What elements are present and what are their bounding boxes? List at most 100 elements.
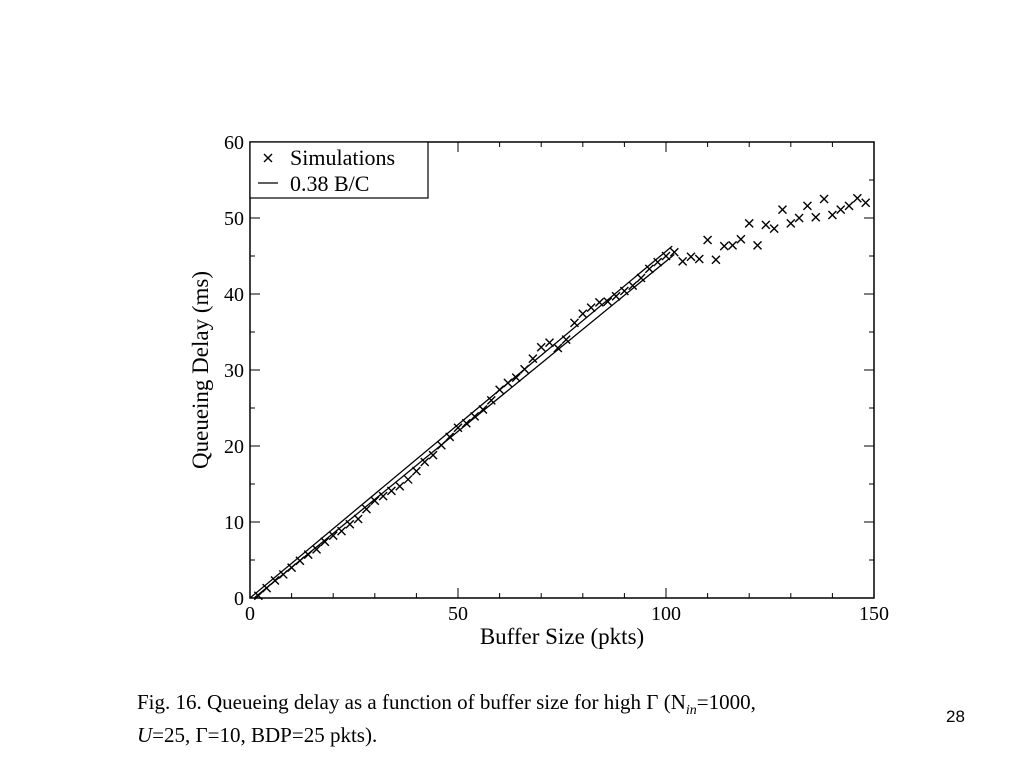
simulation-point	[678, 256, 688, 266]
x-tick-label: 100	[651, 603, 681, 625]
simulation-point	[253, 591, 263, 601]
simulation-point	[328, 531, 338, 541]
simulation-point	[287, 563, 297, 573]
x-tick-label: 0	[245, 603, 255, 625]
simulation-point	[453, 423, 463, 433]
simulation-point	[561, 335, 571, 345]
y-tick-label: 60	[224, 132, 244, 154]
simulation-point	[769, 224, 779, 234]
simulation-point	[586, 303, 596, 313]
y-tick-label: 20	[224, 436, 244, 458]
simulation-point	[278, 569, 288, 579]
simulation-point	[445, 432, 455, 442]
y-axis-label: Queueing Delay (ms)	[188, 271, 213, 469]
simulation-point	[553, 343, 563, 353]
simulation-point	[844, 201, 854, 211]
simulation-point	[802, 201, 812, 211]
legend-marker-x	[263, 153, 273, 163]
simulation-point	[428, 450, 438, 460]
simulation-point	[719, 241, 729, 251]
simulation-point	[503, 378, 513, 388]
simulation-point	[395, 481, 405, 491]
simulation-point	[761, 220, 771, 230]
simulation-point	[744, 218, 754, 228]
simulation-point	[420, 457, 430, 467]
simulation-point	[478, 405, 488, 415]
simulation-point	[361, 504, 371, 514]
simulation-point	[370, 496, 380, 506]
simulation-point	[320, 537, 330, 547]
simulation-point	[694, 254, 704, 264]
x-tick-label: 150	[859, 603, 889, 625]
simulation-point	[811, 212, 821, 222]
simulation-point	[520, 364, 530, 374]
y-tick-label: 30	[224, 360, 244, 382]
y-tick-label: 40	[224, 284, 244, 306]
y-tick-label: 0	[234, 588, 244, 610]
simulation-point	[345, 519, 355, 529]
simulation-point	[827, 210, 837, 220]
caption-line-1: Fig. 16. Queueing delay as a function of…	[137, 690, 957, 723]
simulation-point	[653, 257, 663, 267]
simulation-point	[303, 550, 313, 560]
simulation-point	[403, 474, 413, 484]
simulation-point	[436, 440, 446, 450]
simulation-point	[636, 273, 646, 283]
x-tick-label: 50	[448, 603, 468, 625]
simulation-point	[711, 255, 721, 265]
simulation-point	[528, 354, 538, 364]
simulation-point	[728, 240, 738, 250]
y-tick-label: 10	[224, 512, 244, 534]
simulation-point	[819, 194, 829, 204]
simulation-point	[569, 318, 579, 328]
simulation-point	[270, 576, 280, 586]
simulation-point	[262, 583, 272, 593]
legend-label-simulations: Simulations	[290, 145, 395, 170]
simulation-point	[386, 486, 396, 496]
caption-variable: U	[137, 723, 153, 748]
caption-line-2: U=25, Γ=10, BDP=25 pkts).	[137, 723, 957, 748]
simulation-point	[536, 342, 546, 352]
simulation-point	[378, 491, 388, 501]
simulation-point	[794, 213, 804, 223]
caption-text-2: =25, Γ=10, BDP=25 pkts).	[152, 723, 378, 748]
page-number: 28	[946, 707, 965, 726]
simulation-point	[703, 235, 713, 245]
caption-text: Fig. 16. Queueing delay as a function of…	[137, 690, 686, 714]
legend-label-fit: 0.38 B/C	[290, 171, 369, 196]
simulation-point	[628, 281, 638, 291]
simulation-point	[594, 297, 604, 307]
simulation-point	[312, 544, 322, 554]
figure-caption: Fig. 16. Queueing delay as a function of…	[137, 690, 957, 748]
simulation-point	[611, 291, 621, 301]
simulation-point	[669, 247, 679, 257]
simulation-point	[786, 218, 796, 228]
simulation-point	[578, 309, 588, 319]
simulation-point	[545, 338, 555, 348]
simulation-point	[295, 556, 305, 566]
legend-box	[249, 141, 429, 199]
simulation-point	[852, 193, 862, 203]
simulation-point	[486, 395, 496, 405]
simulation-point	[753, 240, 763, 250]
simulation-point	[861, 198, 871, 208]
simulation-point	[470, 411, 480, 421]
simulation-point	[686, 252, 696, 262]
simulation-point	[495, 385, 505, 395]
x-axis-label: Buffer Size (pkts)	[480, 624, 644, 649]
simulation-point	[619, 286, 629, 296]
simulation-point	[353, 514, 363, 524]
caption-subscript: in	[685, 703, 697, 719]
simulation-point	[461, 418, 471, 428]
queueing-delay-chart: 0 50 100 150 0 10 20 30 40 50 60 Buffer Size (pkts)…	[188, 132, 889, 649]
simulation-point	[511, 373, 521, 383]
y-tick-label: 50	[224, 208, 244, 230]
simulation-point	[836, 205, 846, 215]
simulation-point	[644, 264, 654, 274]
caption-text-end: =1000,	[696, 690, 756, 714]
simulation-point	[411, 466, 421, 476]
simulation-point	[603, 297, 613, 307]
simulation-point	[777, 205, 787, 215]
simulation-point	[661, 251, 671, 261]
simulation-point	[337, 526, 347, 536]
